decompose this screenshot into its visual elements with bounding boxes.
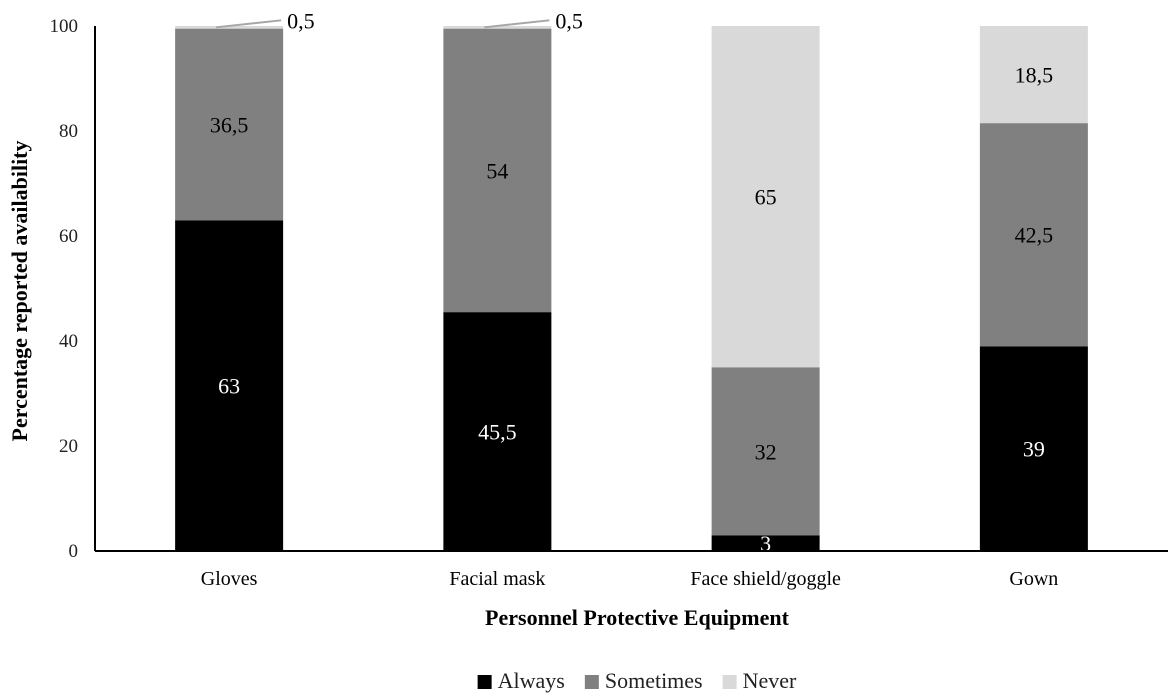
legend-label: Never [743,668,797,693]
legend-label: Always [498,668,565,693]
y-axis-title: Percentage reported availability [7,140,32,441]
bar-segment-always [979,346,1088,551]
legend-item-never: Never [722,668,797,693]
data-label: 65 [755,185,777,210]
bar-segment-sometimes [175,28,284,221]
bar-segment-never [711,26,820,368]
bar-segment-sometimes [443,28,552,313]
bar-segment-sometimes [711,367,820,536]
y-tick-label: 40 [59,331,78,352]
y-tick-label: 60 [59,226,78,247]
y-axis-ticks: 0 20 40 60 80 100 [50,16,79,562]
data-label: 18,5 [1015,63,1054,88]
bar-segment-always [443,312,552,551]
y-tick-label: 100 [50,16,79,37]
data-label: 32 [755,439,777,464]
data-label: 42,5 [1015,223,1054,248]
bars-group [175,26,1088,551]
legend-swatch [584,675,599,689]
y-tick-label: 0 [69,541,79,562]
x-axis-category-labels: Gloves Facial mask Face shield/goggle Gown [201,568,1059,590]
x-axis-title: Personnel Protective Equipment [485,605,790,630]
data-label: 36,5 [210,112,249,137]
data-label-leader-line [216,19,282,29]
x-category-label: Gloves [201,568,258,590]
legend: Always Sometimes Never [477,668,797,693]
legend-swatch [477,675,492,689]
data-labels-group: 63 36,5 0,5 45,5 54 0,5 3 32 65 39 42,5 18,5 [210,8,1053,556]
data-label: 3 [760,531,771,556]
bar-segment-never [443,26,552,29]
data-label: 0,5 [555,8,583,33]
y-tick-label: 20 [59,436,78,457]
data-label: 54 [486,158,508,183]
bar-segment-never [979,26,1088,124]
bar-segment-never [175,26,284,29]
bar-segment-always [175,220,284,551]
data-label: 63 [218,374,240,399]
bar-segment-sometimes [979,123,1088,347]
legend-item-sometimes: Sometimes [584,668,703,693]
bar-segment-always [711,535,820,551]
x-category-label: Gown [1009,568,1058,590]
data-label: 39 [1023,437,1045,462]
data-label: 0,5 [287,8,315,33]
legend-label: Sometimes [605,668,703,693]
x-category-label: Face shield/goggle [690,568,841,590]
legend-swatch [722,675,737,689]
y-tick-label: 80 [59,121,78,142]
data-label-leader-line [484,19,550,29]
data-label: 45,5 [478,420,517,445]
x-category-label: Facial mask [449,568,545,590]
legend-item-always: Always [477,668,565,693]
